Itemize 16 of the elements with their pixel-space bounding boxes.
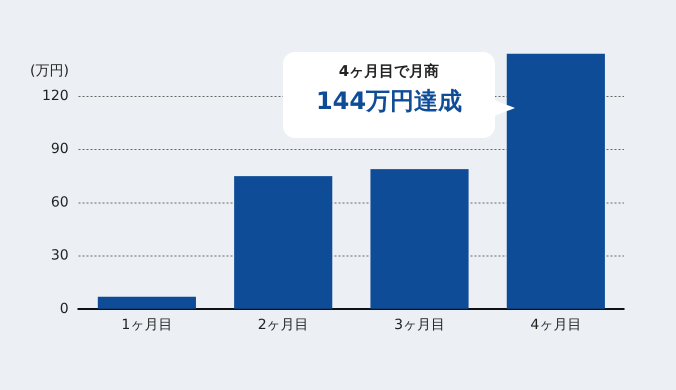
y-axis-title: (万円) <box>30 62 69 80</box>
x-tick-label: 4ヶ月目 <box>530 317 582 334</box>
bar <box>370 169 469 309</box>
y-tick-label: 30 <box>50 248 69 264</box>
bar <box>506 54 605 309</box>
y-tick-label: 90 <box>50 141 69 158</box>
x-tick-label: 2ヶ月目 <box>258 317 309 334</box>
y-tick-label: 0 <box>60 300 69 317</box>
y-tick-label: 60 <box>50 194 69 210</box>
bar <box>98 296 196 309</box>
annotation: 144万円達成 <box>314 86 464 117</box>
x-tick-label: 3ヶ月目 <box>394 317 445 334</box>
annotation: 4ヶ月目で月商 <box>338 62 440 81</box>
bar <box>234 176 332 309</box>
y-tick-label: 120 <box>42 88 69 104</box>
x-tick-label: 1ヶ月目 <box>121 317 172 334</box>
